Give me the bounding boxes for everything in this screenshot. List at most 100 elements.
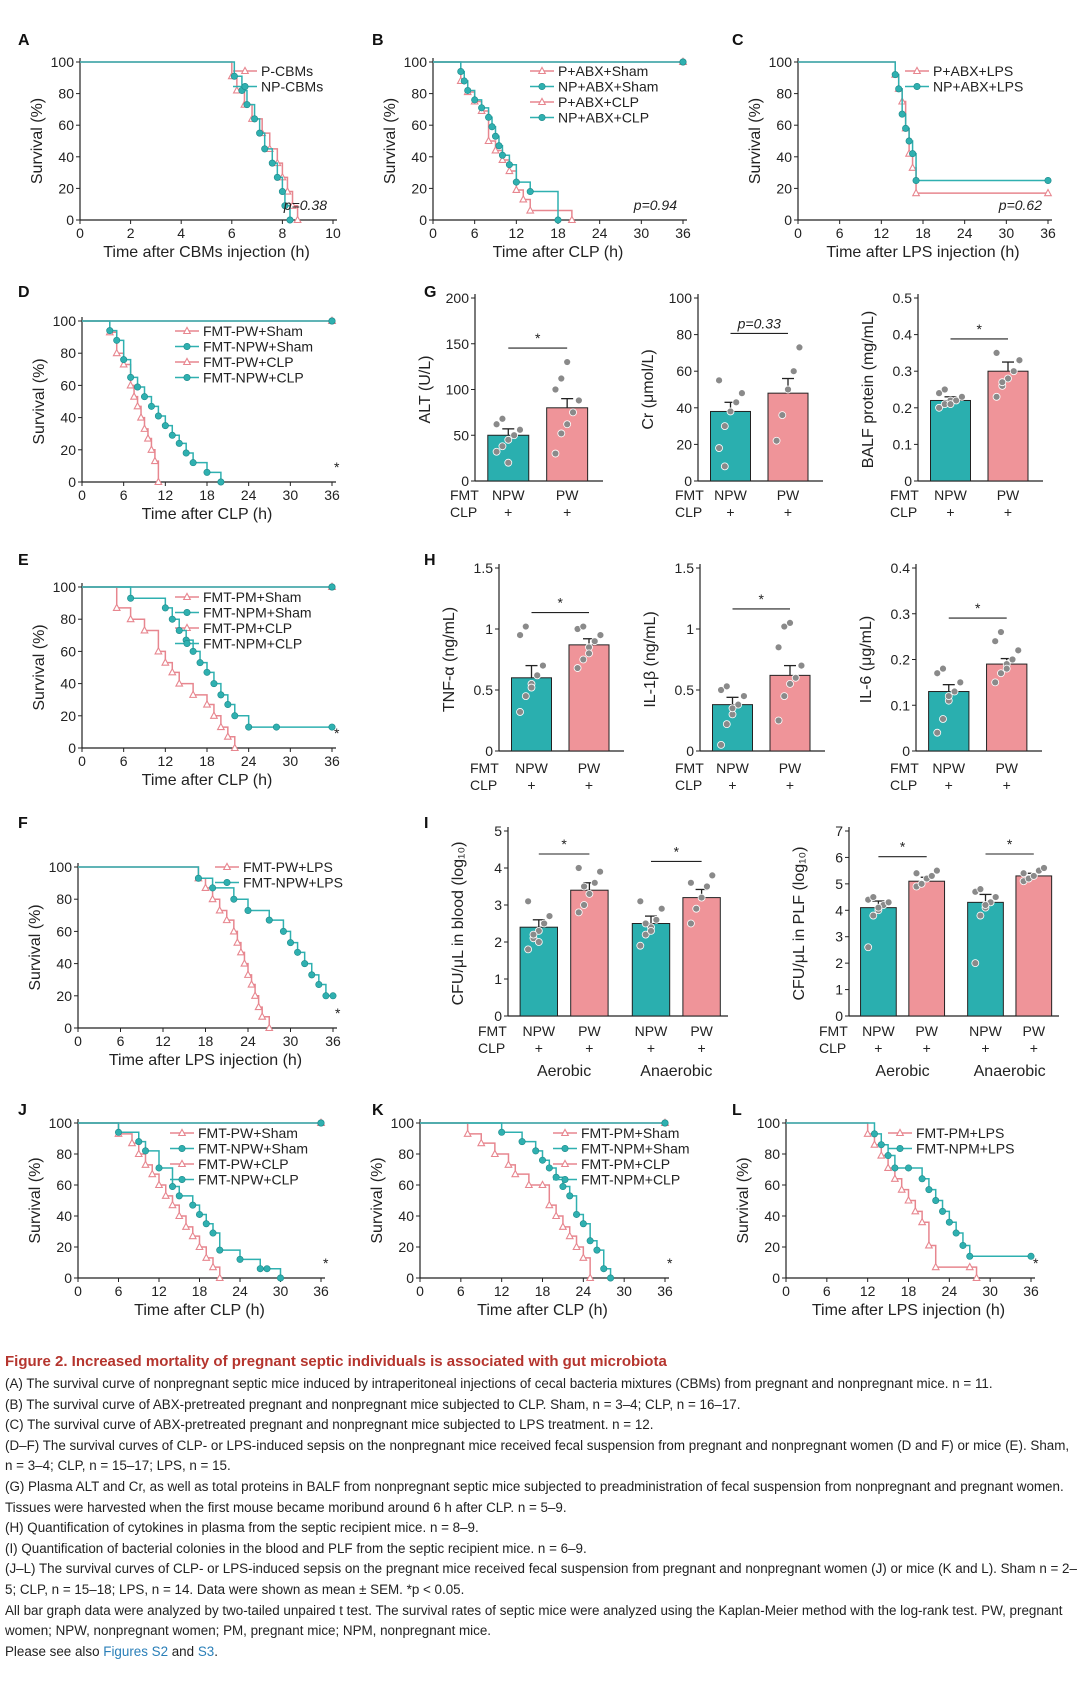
data-point <box>498 155 507 164</box>
individual-point <box>933 728 942 737</box>
data-point <box>294 948 302 956</box>
y-tick-label: 0 <box>66 212 74 228</box>
x-axis-label: Time after LPS injection (h) <box>826 244 1019 261</box>
legend-label: FMT-NPW+Sham <box>203 339 313 355</box>
series-line-FMT-PW+CLP <box>82 320 160 482</box>
legend-label: FMT-NPW+CLP <box>198 1172 299 1188</box>
y-tick-label: 0.3 <box>893 363 913 379</box>
data-point <box>208 1262 218 1271</box>
y-tick-label: 0 <box>406 1270 414 1286</box>
individual-point <box>641 930 650 939</box>
y-tick-label: 40 <box>764 1208 780 1224</box>
data-point <box>134 1149 143 1158</box>
data-point <box>134 383 142 391</box>
bar-chart-5 <box>912 564 1042 752</box>
x-axis-label: Time after CLP (h) <box>477 1302 608 1319</box>
y-tick-label: 40 <box>411 149 427 165</box>
caption-c: (C) The survival curve of ABX-pretreated… <box>5 1417 654 1433</box>
y-tick-label: 80 <box>676 327 692 343</box>
x-tick-label: 30 <box>982 1283 998 1299</box>
data-point <box>911 1206 920 1215</box>
data-point <box>322 992 330 1000</box>
data-point <box>209 884 217 892</box>
data-point <box>519 194 528 203</box>
data-point <box>918 1175 926 1183</box>
legend-marker <box>177 1128 187 1137</box>
data-point <box>126 380 135 389</box>
p-value: p=0.38 <box>283 197 327 213</box>
y-axis-label: Cr (μmol/L) <box>640 349 657 429</box>
x-tick-label: 30 <box>273 1283 289 1299</box>
y-tick-label: 0 <box>461 473 469 489</box>
data-point <box>265 916 273 924</box>
survival-chart-B <box>429 57 688 224</box>
data-point <box>168 615 176 623</box>
y-tick-label: 2 <box>835 955 843 971</box>
x-tick-label: 12 <box>151 1283 167 1299</box>
legend-label: NP+ABX+CLP <box>558 110 649 126</box>
significance-label: * <box>558 595 564 611</box>
y-axis-label: CFU/μL in PLF (log₁₀) <box>791 846 808 1000</box>
data-point <box>908 163 917 171</box>
significance-star: * <box>667 1255 673 1271</box>
y-tick-label: 0 <box>904 473 912 489</box>
data-point <box>579 1253 588 1261</box>
data-point <box>236 1255 244 1263</box>
data-point <box>127 1138 137 1147</box>
x-tick-label: 6 <box>823 1283 831 1299</box>
individual-point <box>717 741 725 749</box>
bacteria-group-label: Aerobic <box>537 1063 591 1080</box>
data-point-end <box>328 317 336 325</box>
y-tick-label: 100 <box>669 290 693 306</box>
survival-chart-D <box>78 316 337 486</box>
y-tick-label: 0.4 <box>893 327 913 343</box>
bar-PW <box>767 392 809 482</box>
individual-point <box>946 400 955 409</box>
x-tick-label: 24 <box>592 225 608 241</box>
data-point <box>593 1246 601 1254</box>
x-tick-label: 12 <box>494 1283 510 1299</box>
individual-point <box>687 919 695 928</box>
y-tick-label: 80 <box>411 86 427 102</box>
data-point <box>471 96 479 104</box>
data-point <box>495 142 503 150</box>
y-tick-label: 6 <box>835 849 843 865</box>
y-tick-label: 0.1 <box>893 436 913 452</box>
individual-point <box>580 882 588 891</box>
series-line-FMT-NPW+CLP <box>82 320 222 482</box>
y-tick-label: 80 <box>60 345 76 361</box>
data-point <box>1043 188 1053 197</box>
individual-point <box>657 904 666 913</box>
data-point <box>194 874 202 882</box>
link-figures-s2[interactable]: Figures S2 <box>103 1643 169 1659</box>
x-tick-label: 6 <box>115 1283 123 1299</box>
row-label-fmt: FMT <box>890 760 919 776</box>
x-tick-label: 18 <box>535 1283 551 1299</box>
link-s3[interactable]: S3 <box>197 1643 215 1659</box>
bar-chart-7 <box>845 827 1059 1017</box>
clp-plus: + <box>728 777 736 793</box>
y-tick-label: 5 <box>835 876 843 892</box>
panel-letter-E: E <box>18 552 29 569</box>
data-point <box>532 1147 540 1155</box>
individual-point <box>991 893 1000 901</box>
y-tick-label: 0 <box>485 743 493 759</box>
data-point <box>965 1262 974 1271</box>
caption-g: (G) Plasma ALT and Cr, as well as total … <box>5 1478 1064 1515</box>
group-label: PW <box>995 760 1018 776</box>
data-point <box>931 1262 940 1271</box>
y-tick-label: 20 <box>60 708 76 724</box>
series-line-FMT-NPW+LPS <box>78 866 333 997</box>
individual-point <box>976 885 985 894</box>
data-point <box>877 1141 885 1149</box>
individual-point <box>786 680 794 688</box>
individual-point <box>521 692 530 700</box>
x-tick-label: 12 <box>155 1033 171 1049</box>
legend-marker <box>182 623 192 632</box>
x-tick-label: 30 <box>283 753 299 769</box>
y-tick-label: 40 <box>56 956 72 972</box>
data-point <box>278 188 286 196</box>
individual-point <box>997 628 1005 636</box>
x-tick-label: 36 <box>675 225 691 241</box>
data-point <box>329 992 337 1000</box>
